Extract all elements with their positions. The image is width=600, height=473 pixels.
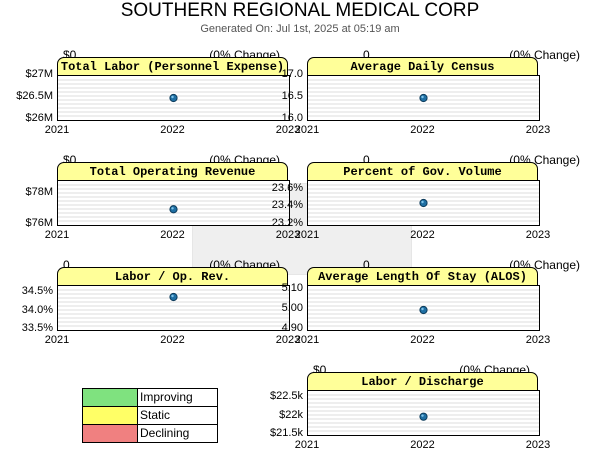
x-tick-label: 2021	[44, 124, 70, 136]
x-tick-label: 2022	[410, 334, 435, 346]
plot-area	[307, 285, 540, 331]
x-tick-label: 2022	[410, 229, 435, 241]
plot-svg	[308, 184, 539, 222]
plot-svg	[308, 394, 539, 432]
data-point	[419, 198, 428, 208]
y-tick-label: 23.6%	[271, 181, 303, 194]
legend-label: Improving	[140, 390, 193, 404]
x-tick-label: 2021	[44, 229, 70, 241]
data-point	[419, 305, 428, 315]
plot-svg	[308, 79, 539, 117]
y-tick-label: $21.5k	[269, 427, 303, 439]
y-tick-label: $26M	[25, 112, 53, 124]
legend-swatch-static	[83, 407, 138, 424]
data-point-highlight	[421, 200, 424, 204]
y-tick-label: 33.5%	[21, 322, 53, 334]
y-tick-label: 34.0%	[21, 303, 53, 316]
plot-area	[57, 180, 290, 226]
data-point-highlight	[171, 294, 174, 298]
chart-panel: 0 (0% Change) Average Length Of Stay (ALOS…	[282, 258, 595, 368]
y-tick-label: 17.0	[281, 68, 303, 80]
x-tick-label: 2023	[525, 439, 551, 451]
chart-title: Labor / Discharge	[307, 372, 538, 391]
x-tick-label: 2022	[160, 334, 185, 346]
chart-title: Average Daily Census	[307, 57, 538, 76]
data-point-highlight	[171, 95, 174, 99]
report-title: SOUTHERN REGIONAL MEDICAL CORP	[120, 0, 480, 21]
data-point	[169, 205, 178, 214]
x-tick-label: 2022	[410, 124, 435, 136]
legend-item-declining: Declining	[83, 425, 217, 442]
y-tick-label: $26.5M	[16, 90, 53, 102]
data-point-highlight	[171, 207, 174, 210]
x-tick-label: 2023	[525, 229, 551, 241]
x-tick-label: 2023	[275, 334, 301, 346]
y-tick-label: 4.90	[281, 322, 303, 334]
x-tick-label: 2022	[160, 124, 185, 136]
legend-swatch-improving	[83, 389, 138, 406]
y-tick-label: $76M	[25, 217, 53, 229]
data-point-highlight	[421, 307, 424, 311]
y-tick-label: $22.5k	[269, 390, 303, 403]
chart-title: Percent of Gov. Volume	[307, 162, 538, 181]
header-value: 0	[363, 48, 370, 62]
y-tick-label: 34.5%	[21, 285, 53, 298]
plot-area	[57, 75, 290, 121]
chart-panel: $0 (0% Change) Labor / Discharge $22.5k $22k…	[270, 363, 595, 473]
plot-svg	[308, 289, 539, 327]
chart-panel: $0 (0% Change) Total Labor (Personnel Expe…	[16, 48, 345, 158]
x-tick-label: 2021	[44, 334, 70, 346]
plot-area	[307, 180, 540, 226]
y-tick-label: 16.5	[281, 90, 303, 102]
legend: Improving Static Declining	[82, 388, 218, 443]
y-tick-label: 23.2%	[271, 217, 303, 229]
data-point	[419, 412, 428, 421]
header-value: 0	[363, 153, 370, 167]
x-tick-label: 2021	[294, 334, 320, 346]
data-point	[169, 292, 178, 302]
chart-panel: 0 (0% Change) Percent of Gov. Volume 23.6% 2…	[272, 153, 595, 263]
plot-area	[307, 390, 540, 436]
header-value: 0	[63, 258, 70, 272]
data-point-highlight	[421, 95, 424, 99]
legend-item-static: Static	[83, 407, 217, 425]
chart-title: Total Labor (Personnel Expense)	[57, 57, 288, 76]
plot-area	[307, 75, 540, 121]
chart-panel: 0 (0% Change) Labor / Op. Rev. 34.5% 34.0% 33…	[22, 258, 345, 368]
x-tick-label: 2022	[160, 229, 185, 241]
y-tick-label: $27M	[25, 68, 53, 80]
data-point	[169, 93, 178, 103]
x-tick-label: 2021	[294, 439, 320, 451]
header-value: 0	[363, 258, 370, 272]
x-tick-label: 2023	[525, 124, 551, 136]
y-tick-label: 23.4%	[271, 199, 303, 212]
y-tick-label: 16.0	[281, 112, 303, 124]
plot-svg	[58, 289, 289, 327]
x-tick-label: 2021	[294, 229, 320, 241]
y-tick-label: $22k	[279, 408, 303, 421]
legend-item-improving: Improving	[83, 389, 217, 407]
x-tick-label: 2023	[275, 229, 301, 241]
legend-label: Static	[140, 408, 171, 422]
chart-title: Total Operating Revenue	[57, 162, 288, 181]
chart-panel: 0 (0% Change) Average Daily Census 17.0 16.5…	[282, 48, 595, 158]
y-tick-label: $78M	[25, 185, 53, 198]
data-point-highlight	[421, 414, 424, 417]
generated-timestamp: Generated On: Jul 1st, 2025 at 05:19 am	[200, 23, 400, 35]
plot-svg	[58, 184, 289, 222]
legend-label: Declining	[140, 426, 190, 440]
chart-title: Average Length Of Stay (ALOS)	[307, 267, 538, 286]
y-tick-label: 5.10	[281, 282, 303, 294]
chart-panel: $0 (0% Change) Total Operating Revenue $78M…	[25, 153, 345, 263]
x-tick-label: 2022	[410, 439, 435, 451]
data-point	[419, 93, 428, 103]
y-tick-label: 5.00	[281, 302, 303, 314]
x-tick-label: 2023	[525, 334, 551, 346]
legend-swatch-declining	[83, 425, 138, 442]
plot-area	[57, 285, 290, 331]
chart-title: Labor / Op. Rev.	[57, 267, 288, 286]
x-tick-label: 2023	[275, 124, 301, 136]
x-tick-label: 2021	[294, 124, 320, 136]
plot-svg	[58, 79, 289, 117]
